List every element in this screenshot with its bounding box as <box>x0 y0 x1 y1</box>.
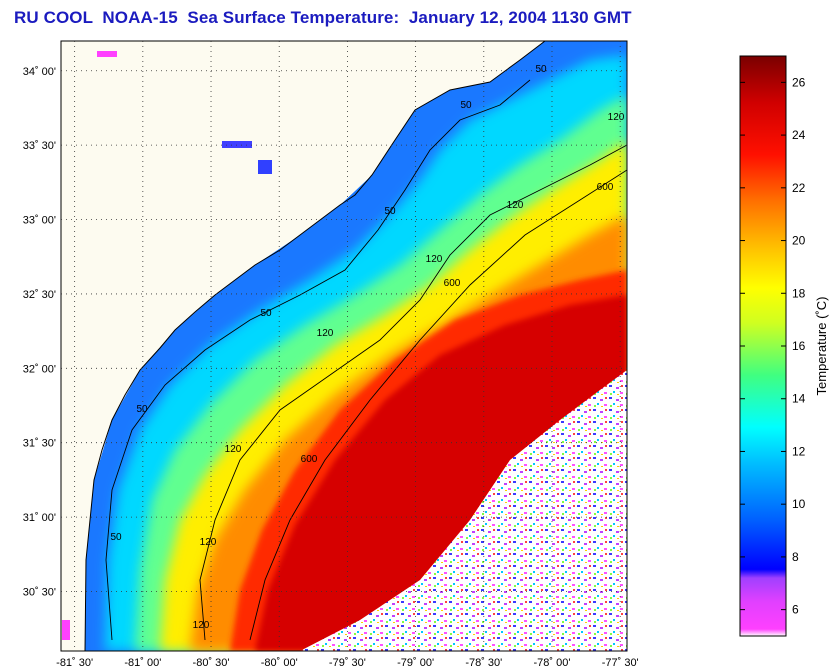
contour-label: 50 <box>110 532 122 543</box>
colorbar-ticks: 6 8 10 12 14 16 18 20 22 24 26 <box>740 75 806 617</box>
colorbar-tick-label: 10 <box>792 497 806 511</box>
colorbar-tick-label: 22 <box>792 181 806 195</box>
lake-pixel <box>97 51 117 57</box>
map-panel: 34˚ 00' 33˚ 30' 33˚ 00' 32˚ 30' 32˚ 00' 31˚ 3… <box>23 40 639 669</box>
lon-tick-label: -81˚ 30' <box>56 657 93 669</box>
lat-tick-label: 31˚ 30' <box>23 438 56 450</box>
contour-label: 50 <box>384 206 396 217</box>
contour-label: 600 <box>597 182 614 193</box>
contour-50 <box>105 79 531 641</box>
contour-label: 120 <box>426 254 443 265</box>
contour-label: 600 <box>444 278 461 289</box>
lon-tick-label: -80˚ 00' <box>261 657 298 669</box>
latitude-labels: 34˚ 00' 33˚ 30' 33˚ 00' 32˚ 30' 32˚ 00' 31˚ 3… <box>23 66 56 599</box>
colorbar-gradient <box>739 55 787 637</box>
lon-tick-label: -79˚ 30' <box>329 657 366 669</box>
coastline <box>84 41 546 651</box>
contour-label: 120 <box>608 112 625 123</box>
contour-labels: 50 50 50 50 50 50 120 120 120 120 120 120 120 600 600 6… <box>110 64 624 631</box>
lon-tick-label: -77˚ 30' <box>602 657 639 669</box>
contour-label: 50 <box>260 308 272 319</box>
lat-tick-label: 32˚ 30' <box>23 289 56 301</box>
lake-pixel <box>258 160 272 174</box>
map-frame <box>60 40 628 652</box>
lon-tick-label: -81˚ 00' <box>124 657 161 669</box>
contour-600 <box>249 169 627 641</box>
colorbar-title: Temperature (˚C) <box>814 297 829 396</box>
contour-label: 120 <box>225 444 242 455</box>
lat-tick-label: 33˚ 00' <box>23 215 56 227</box>
colorbar-tick-label: 18 <box>792 286 806 300</box>
colorbar-tick-label: 24 <box>792 128 806 142</box>
contour-label: 120 <box>193 620 210 631</box>
colorbar-tick-label: 12 <box>792 444 806 458</box>
lake-pixel <box>62 620 70 640</box>
contour-label: 120 <box>317 328 334 339</box>
lon-tick-label: -78˚ 30' <box>465 657 502 669</box>
contour-label: 120 <box>507 200 524 211</box>
lat-tick-label: 33˚ 30' <box>23 140 56 152</box>
lon-tick-label: -78˚ 00' <box>534 657 571 669</box>
graticule <box>61 41 627 651</box>
cloud-cover <box>300 370 627 651</box>
colorbar: 6 8 10 12 14 16 18 20 22 24 26 Temperature (˚C) <box>739 55 829 637</box>
contour-label: 120 <box>200 537 217 548</box>
lat-tick-label: 32˚ 00' <box>23 363 56 375</box>
colorbar-tick-label: 20 <box>792 234 806 248</box>
lat-tick-label: 31˚ 00' <box>23 512 56 524</box>
contour-label: 50 <box>136 404 148 415</box>
lat-tick-label: 30˚ 30' <box>23 586 56 598</box>
lon-tick-label: -79˚ 00' <box>397 657 434 669</box>
contour-label: 50 <box>535 64 547 75</box>
colorbar-tick-label: 8 <box>792 550 799 564</box>
colorbar-tick-label: 16 <box>792 339 806 353</box>
contour-120 <box>199 144 627 641</box>
colorbar-tick-label: 14 <box>792 392 806 406</box>
lat-tick-label: 34˚ 00' <box>23 66 56 78</box>
contour-label: 600 <box>301 454 318 465</box>
colorbar-tick-label: 6 <box>792 603 799 617</box>
colorbar-tick-label: 26 <box>792 75 806 89</box>
sst-imagery <box>61 41 627 651</box>
longitude-labels: -81˚ 30' -81˚ 00' -80˚ 30' -80˚ 00' -79˚ 30'… <box>56 657 638 669</box>
contour-label: 50 <box>460 100 472 111</box>
lon-tick-label: -80˚ 30' <box>193 657 230 669</box>
land-mask <box>61 41 545 651</box>
map-title: RU COOL NOAA-15 Sea Surface Temperature:… <box>14 8 632 27</box>
lake-pixel <box>222 141 252 148</box>
